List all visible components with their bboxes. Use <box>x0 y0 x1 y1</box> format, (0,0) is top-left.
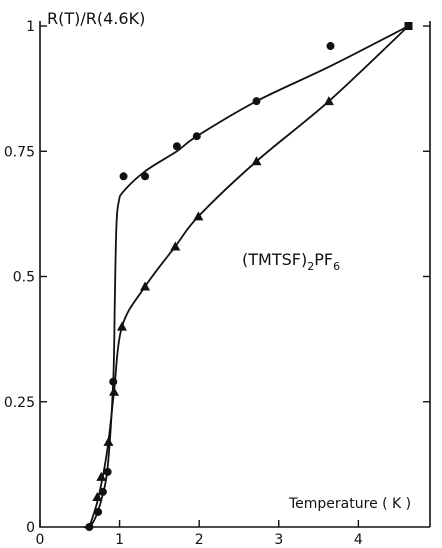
data-point-square <box>404 22 413 31</box>
y-tick-label: 0.25 <box>4 395 35 411</box>
data-point-triangle <box>323 96 334 106</box>
axis-left-bottom <box>39 21 430 528</box>
chart-marks <box>85 22 413 531</box>
x-tick-label: 1 <box>115 532 124 548</box>
data-point-circle <box>85 523 94 531</box>
y-tick-label: 0.5 <box>13 270 35 286</box>
data-point-circle <box>141 172 150 181</box>
x-tick-label: 4 <box>354 532 363 548</box>
compound-annotation: (TMTSF)2PF6 <box>242 250 340 273</box>
compound-main: (TMTSF) <box>242 250 307 269</box>
data-point-circle <box>326 42 335 51</box>
series-curve-triangle <box>88 25 410 528</box>
data-point-circle <box>103 467 112 476</box>
x-tick-label: 2 <box>195 532 204 548</box>
data-point-triangle <box>170 241 181 251</box>
chart-curves <box>83 25 410 529</box>
y-axis-label: R(T)/R(4.6K) <box>47 9 145 28</box>
chart-axes: 0 1 2 3 4 0 0.25 0.5 0.75 1 <box>4 19 431 548</box>
y-tick-label: 1 <box>26 19 35 35</box>
data-point-triangle <box>96 471 107 481</box>
data-point-triangle <box>109 386 120 396</box>
series-curve-circle <box>83 25 409 529</box>
data-point-triangle <box>103 436 114 446</box>
data-point-circle <box>119 172 128 181</box>
compound-sub2: 6 <box>333 260 340 273</box>
data-point-triangle <box>251 156 262 166</box>
x-axis-label: Temperature ( K ) <box>288 496 411 512</box>
data-point-circle <box>252 97 261 106</box>
compound-mid: PF <box>314 250 333 269</box>
data-point-triangle <box>140 281 151 291</box>
data-point-triangle <box>92 491 103 501</box>
data-point-circle <box>94 507 103 516</box>
data-point-triangle <box>116 321 127 331</box>
data-point-circle <box>172 142 181 151</box>
data-point-circle <box>98 487 107 496</box>
y-tick-label: 0.75 <box>4 144 35 160</box>
data-point-circle <box>109 377 118 386</box>
x-tick-label: 0 <box>36 532 45 548</box>
y-tick-label: 0 <box>26 520 35 536</box>
compound-sub1: 2 <box>307 260 314 273</box>
data-point-triangle <box>193 211 204 221</box>
x-tick-label: 3 <box>274 532 283 548</box>
data-point-circle <box>192 132 201 141</box>
